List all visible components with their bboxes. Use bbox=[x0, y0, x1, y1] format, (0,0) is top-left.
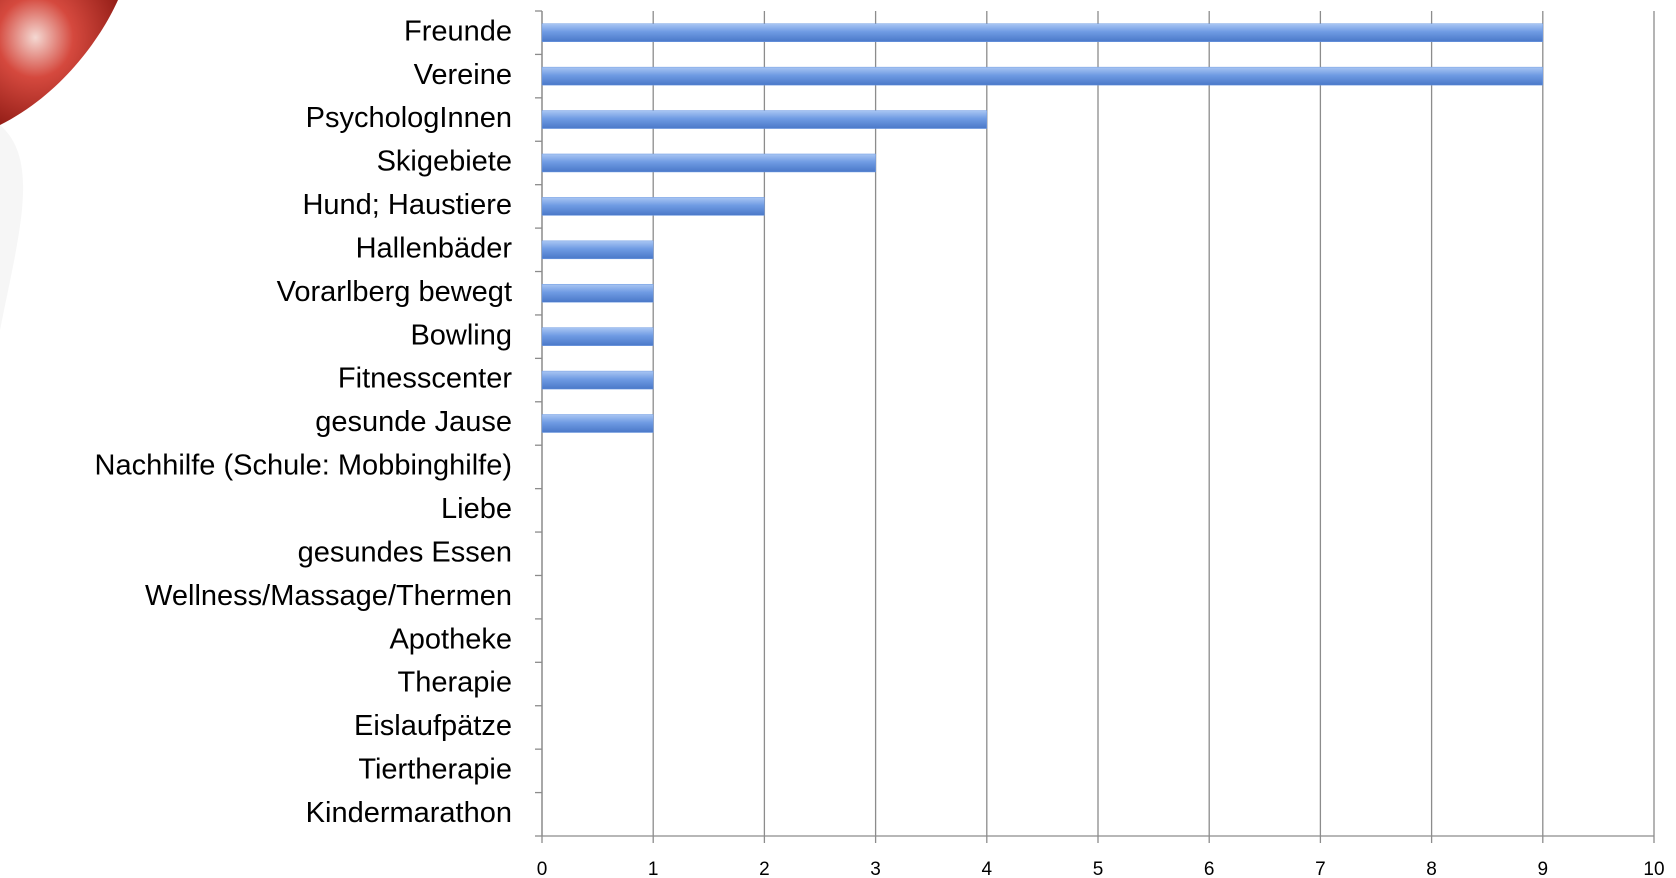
y-tick-label: Liebe bbox=[441, 493, 512, 525]
x-tick-label: 9 bbox=[1538, 859, 1549, 878]
y-tick-label: Eislaufpätze bbox=[354, 710, 512, 742]
y-tick-label: Vereine bbox=[414, 59, 512, 91]
bar bbox=[541, 197, 765, 216]
y-tick-label: Bowling bbox=[410, 319, 512, 351]
bar bbox=[541, 153, 876, 173]
y-tick-label: Hund; Haustiere bbox=[302, 189, 512, 221]
y-tick-label: Vorarlberg bewegt bbox=[277, 276, 512, 308]
decoration-shadow bbox=[0, 125, 24, 330]
bar bbox=[541, 283, 654, 303]
x-tick-label: 2 bbox=[759, 859, 770, 878]
y-tick-label: gesunde Jause bbox=[315, 406, 512, 438]
y-tick-label: Skigebiete bbox=[377, 146, 512, 178]
y-tick-label: Hallenbäder bbox=[356, 232, 513, 264]
x-tick-label: 10 bbox=[1643, 859, 1664, 878]
decoration bbox=[0, 0, 118, 125]
x-tick-label: 3 bbox=[870, 859, 881, 878]
x-tick-label: 0 bbox=[537, 859, 548, 878]
x-tick-label: 8 bbox=[1426, 859, 1437, 878]
y-tick-label: Kindermarathon bbox=[306, 797, 512, 829]
x-tick-label: 1 bbox=[648, 859, 659, 878]
bar bbox=[541, 23, 1544, 42]
bar bbox=[541, 327, 654, 346]
y-tick-label: Wellness/Massage/Thermen bbox=[145, 580, 512, 612]
x-tick-label: 7 bbox=[1315, 859, 1326, 878]
bar bbox=[541, 370, 654, 390]
bar bbox=[541, 240, 654, 260]
x-tick-label: 5 bbox=[1093, 859, 1104, 878]
y-tick-label: Apotheke bbox=[389, 623, 512, 655]
x-tick-label: 6 bbox=[1204, 859, 1215, 878]
bar bbox=[541, 414, 654, 433]
y-tick-label: PsychologInnen bbox=[306, 102, 512, 134]
y-tick-label: Therapie bbox=[398, 667, 512, 699]
y-tick-label: Nachhilfe (Schule: Mobbinghilfe) bbox=[95, 450, 513, 482]
y-tick-label: Tiertherapie bbox=[358, 754, 512, 786]
bar bbox=[541, 110, 988, 129]
y-tick-label: Freunde bbox=[404, 15, 512, 47]
y-tick-label: gesundes Essen bbox=[298, 536, 512, 568]
x-tick-label: 4 bbox=[982, 859, 993, 878]
y-tick-label: Fitnesscenter bbox=[338, 363, 512, 395]
bar bbox=[541, 66, 1544, 86]
